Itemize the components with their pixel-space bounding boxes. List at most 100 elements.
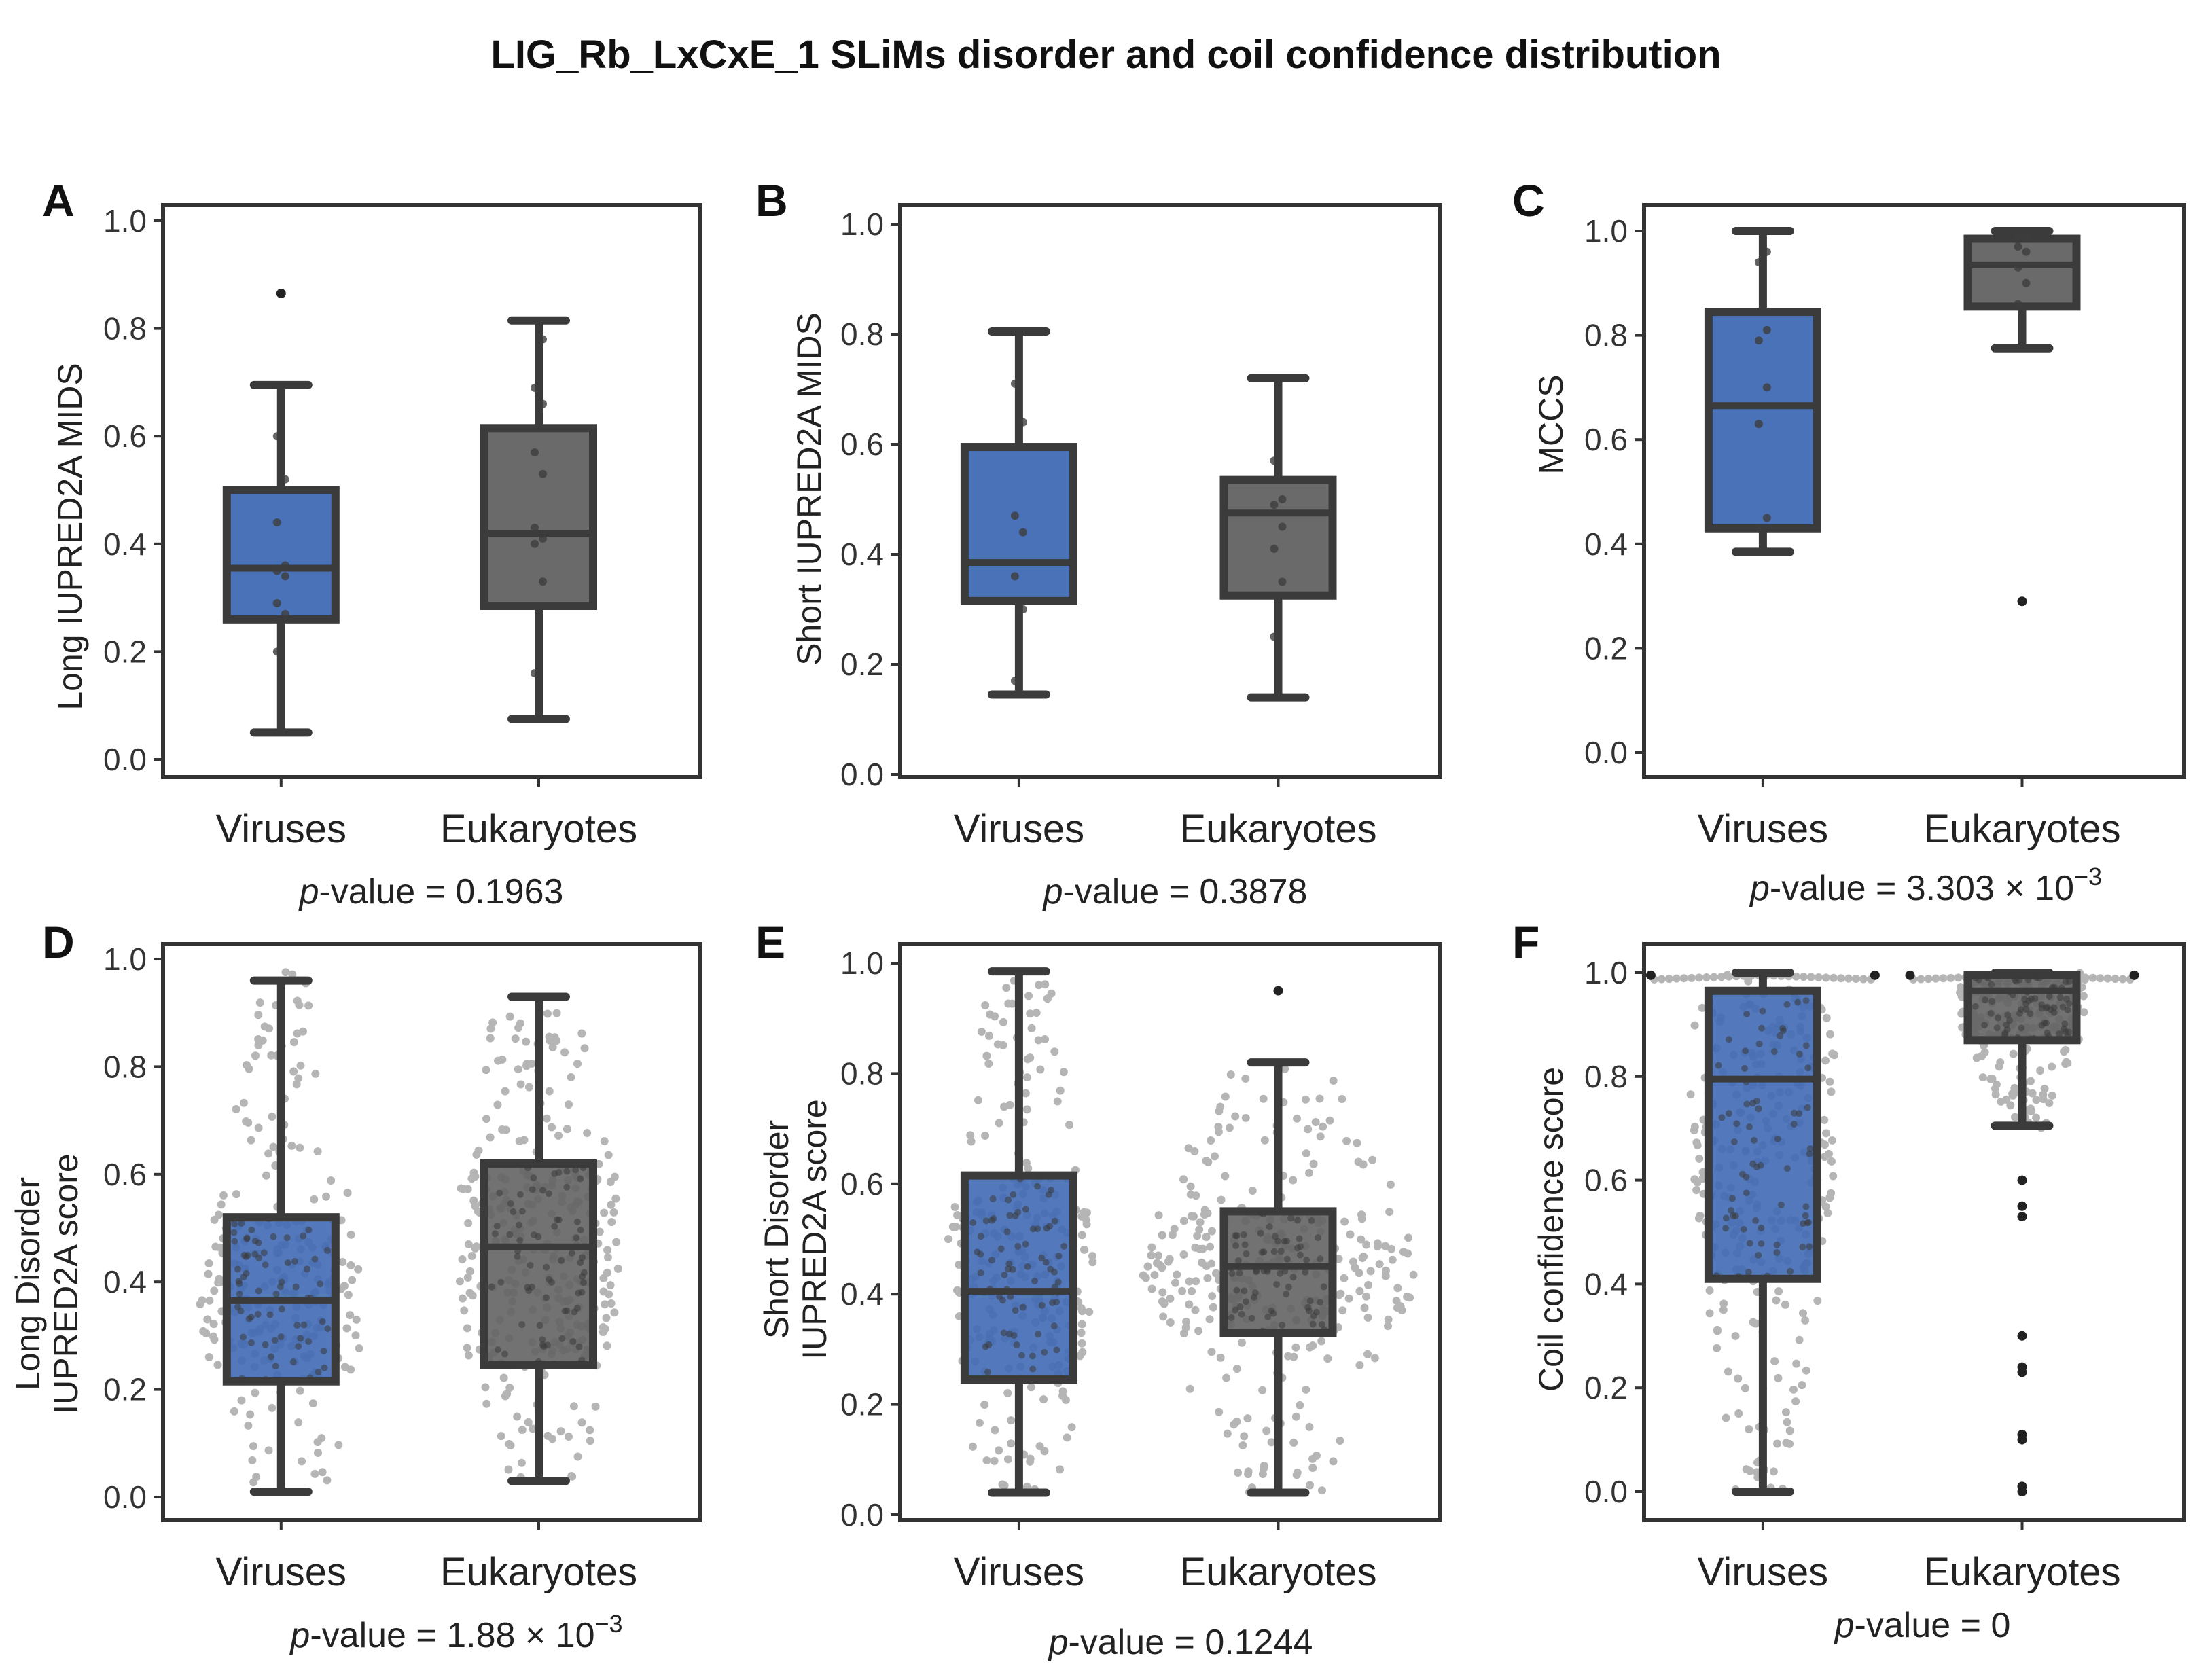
swarm-point (1158, 1231, 1166, 1240)
swarm-point (1363, 1350, 1372, 1358)
swarm-point (245, 1315, 253, 1322)
swarm-point (1258, 1469, 1267, 1478)
swarm-point (1392, 1297, 1401, 1305)
swarm-point (542, 1114, 551, 1123)
swarm-point (1237, 1338, 1246, 1347)
swarm-point (323, 1476, 332, 1485)
swarm-point (1972, 1053, 1981, 1062)
data-point (1010, 677, 1019, 685)
swarm-point (1216, 1102, 1225, 1111)
data-point (1270, 456, 1279, 465)
swarm-point (975, 1418, 984, 1427)
panel-letter: B (755, 175, 788, 226)
swarm-point (1358, 1254, 1367, 1263)
swarm-point (1931, 974, 1940, 983)
swarm-point (1702, 973, 1711, 981)
swarm-point (1188, 1287, 1196, 1296)
swarm-point (277, 1333, 285, 1341)
swarm-point (1243, 1250, 1250, 1257)
swarm-point (1743, 1010, 1751, 1017)
panel-letter: E (755, 917, 785, 967)
swarm-point (568, 1249, 575, 1257)
p-value-text: -value = 0.1244 (1068, 1623, 1313, 1662)
series-viruses (222, 289, 340, 737)
swarm-point (551, 1223, 558, 1230)
swarm-point (507, 1200, 514, 1207)
swarm-point (2079, 992, 2088, 1001)
swarm-point (545, 1087, 554, 1096)
swarm-point (1997, 1097, 2005, 1106)
swarm-point (577, 1175, 584, 1183)
p-value-italic: p (298, 872, 319, 912)
swarm-point (1202, 1156, 1211, 1165)
swarm-point (474, 1207, 482, 1216)
swarm-point (1734, 1374, 1743, 1383)
swarm-point (231, 1221, 238, 1228)
swarm-point (1385, 1208, 1394, 1217)
data-point (1010, 511, 1019, 520)
swarm-point (1981, 1022, 1988, 1029)
swarm-point (1179, 1217, 1188, 1225)
swarm-point (514, 1253, 521, 1260)
swarm-point (315, 1368, 322, 1375)
swarm-point (1742, 1047, 1749, 1055)
y-tick-label: 0.0 (840, 757, 884, 792)
swarm-point (518, 1426, 527, 1435)
swarm-point (1355, 1361, 1364, 1369)
swarm-point (311, 1255, 319, 1263)
swarm-point (237, 1396, 246, 1405)
data-point (1754, 524, 1763, 533)
swarm-point (996, 1293, 1003, 1300)
swarm-point (572, 1166, 579, 1174)
swarm-point (1309, 1320, 1317, 1328)
swarm-point (1231, 1112, 1240, 1121)
swarm-point (1038, 1301, 1046, 1309)
swarm-point (239, 1098, 248, 1107)
swarm-point (252, 1473, 261, 1481)
swarm-point (1225, 1123, 1234, 1132)
data-point (1278, 495, 1287, 503)
swarm-point (1381, 1242, 1390, 1250)
swarm-point (255, 1254, 263, 1261)
swarm-point (1758, 1224, 1765, 1231)
axes-frame (1642, 203, 2186, 779)
swarm-point (209, 1320, 218, 1329)
swarm-point (1018, 1352, 1025, 1359)
x-category-label: Viruses (1698, 807, 1828, 851)
axes-frame (898, 942, 1442, 1522)
x-category-label: Eukaryotes (440, 807, 637, 851)
swarm-point (1029, 1365, 1037, 1373)
swarm-point (1248, 1186, 1257, 1195)
swarm-point (1308, 1217, 1315, 1225)
swarm-point (2063, 1059, 2072, 1068)
swarm-point (504, 1465, 513, 1474)
swarm-point (2004, 1011, 2012, 1019)
swarm-point (1208, 1292, 1217, 1301)
swarm-point (1672, 974, 1681, 983)
swarm-point (2039, 1090, 2048, 1099)
swarm-point (1259, 1094, 1268, 1103)
swarm-point (577, 1227, 584, 1233)
swarm-point (1198, 1244, 1207, 1253)
swarm-point (1016, 1175, 1024, 1183)
swarm-point (467, 1252, 476, 1261)
data-point (1270, 632, 1279, 641)
swarm-point (1022, 1105, 1031, 1114)
swarm-point (1012, 1307, 1019, 1314)
swarm-point (294, 1074, 303, 1083)
swarm-point (1317, 1337, 1326, 1346)
swarm-point (518, 1321, 526, 1329)
swarm-point (1357, 1210, 1366, 1219)
swarm-point (1085, 1308, 1094, 1316)
swarm-point (1344, 1294, 1353, 1303)
swarm-point (1354, 1157, 1363, 1166)
swarm-point (1939, 974, 1948, 983)
swarm-point (2006, 1101, 2015, 1110)
swarm-point (1184, 1144, 1193, 1153)
swarm-point (1241, 1113, 1250, 1122)
swarm-point (239, 1214, 247, 1221)
swarm-point (1690, 1126, 1698, 1135)
swarm-point (1257, 1229, 1264, 1237)
swarm-point (1022, 1159, 1031, 1168)
swarm-point (1806, 1145, 1814, 1153)
